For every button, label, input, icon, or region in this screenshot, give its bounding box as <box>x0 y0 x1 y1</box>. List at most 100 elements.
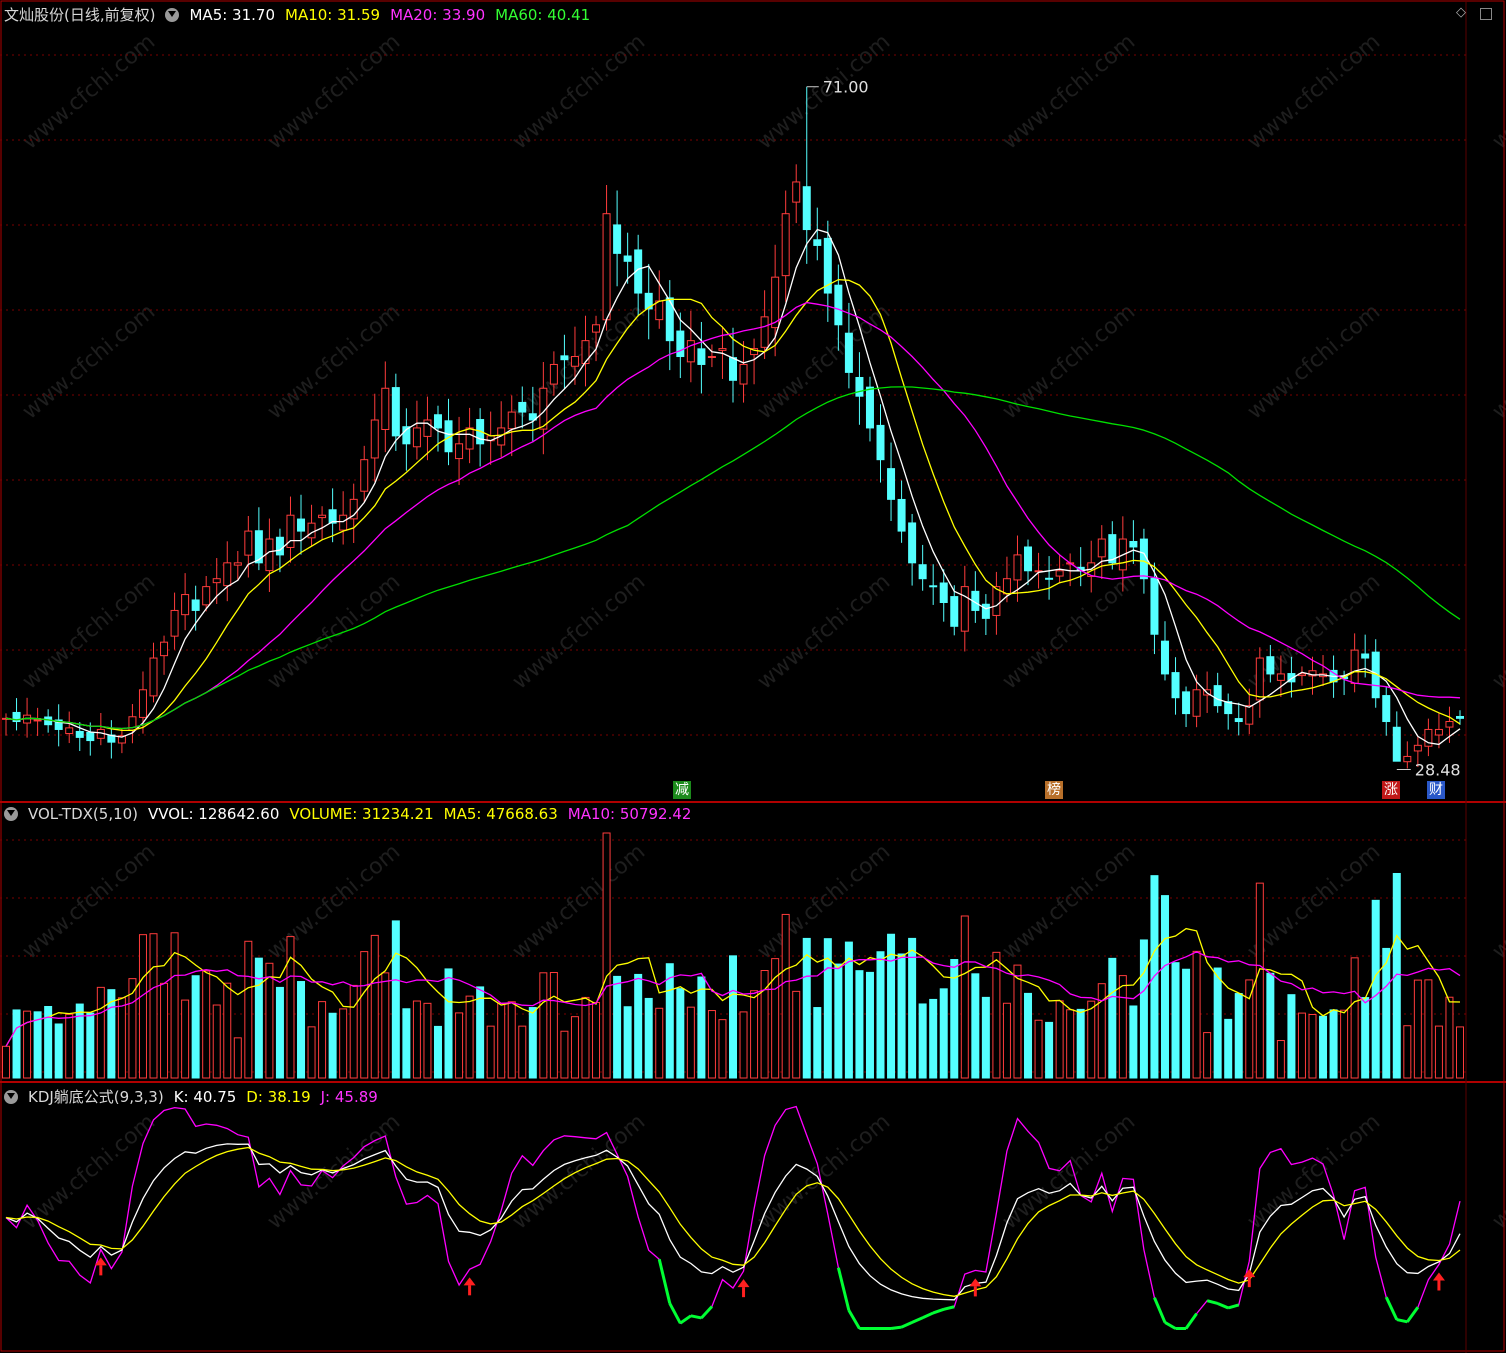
volume-bar <box>771 958 780 1079</box>
volume-bar <box>971 973 980 1079</box>
dropdown-icon[interactable] <box>4 1090 18 1104</box>
volume-bar <box>1403 1025 1412 1079</box>
candle-body <box>212 578 221 584</box>
volume-bar <box>265 962 274 1079</box>
candle-body <box>1182 691 1191 715</box>
tag-bang[interactable]: 榜 <box>1045 781 1063 799</box>
maximize-icon[interactable] <box>1480 8 1492 20</box>
volume-bar <box>802 937 811 1079</box>
watermark-text: www.cfchi.com <box>998 1109 1140 1234</box>
vvol-label: VVOL: 128642.60 <box>148 805 280 823</box>
candle-body <box>65 727 74 735</box>
diamond-icon[interactable]: ◇ <box>1456 5 1466 20</box>
volume-bar <box>44 1005 53 1079</box>
volume-bar <box>697 976 706 1079</box>
candle-body <box>676 330 685 358</box>
candle-body <box>1108 534 1117 564</box>
volume-ma10-line <box>5 951 1461 1047</box>
watermark-text: www.cfchi.com <box>998 299 1140 424</box>
volume-bar <box>813 1007 822 1079</box>
kdj-bottom-segment <box>1206 1299 1219 1305</box>
kdj-k-line <box>5 1143 1461 1301</box>
buy-arrow-icon <box>737 1279 750 1288</box>
buy-arrow-icon <box>463 1277 476 1286</box>
volume-bar <box>181 999 190 1079</box>
dropdown-icon[interactable] <box>165 8 180 22</box>
candle-body <box>823 237 832 294</box>
volume-bar <box>539 972 548 1079</box>
tag-cai[interactable]: 财 <box>1427 781 1445 799</box>
candle-body <box>349 498 358 520</box>
watermark-text: www.cfchi.com <box>998 839 1140 964</box>
volume-bar <box>1139 939 1148 1079</box>
candle-body <box>181 594 190 616</box>
candle-body <box>623 255 632 262</box>
buy-arrow-icon <box>1243 1269 1256 1278</box>
volume-bar <box>33 1011 42 1079</box>
candle-body <box>1403 755 1412 763</box>
candle-body <box>929 585 938 588</box>
candle-body <box>876 424 885 461</box>
volume-bar <box>233 1037 242 1079</box>
candle-body <box>613 224 622 254</box>
candle-body <box>581 340 590 365</box>
volume-bar <box>729 955 737 1079</box>
watermark-text: www.cfchi.com <box>18 29 160 154</box>
volume-bar <box>855 970 864 1079</box>
candle-body <box>707 356 716 359</box>
volume-bar <box>170 932 179 1079</box>
ma10-line <box>5 278 1461 732</box>
candle-body <box>391 387 400 437</box>
candle-body <box>265 538 274 572</box>
volume-bar <box>1182 968 1191 1079</box>
volume-bar <box>202 970 211 1079</box>
candle-body <box>1213 685 1222 707</box>
candle-body <box>1224 701 1233 715</box>
candle-body <box>33 719 42 722</box>
volume-bar <box>707 1010 716 1079</box>
volume-bar <box>1129 1005 1138 1079</box>
volume-bar <box>1308 1013 1317 1079</box>
volume-bar <box>876 951 885 1079</box>
volume-bar <box>665 963 674 1079</box>
tag-jian[interactable]: 减 <box>673 781 691 799</box>
watermark-text: www.cfchi.com <box>1488 839 1506 964</box>
candle-body <box>1382 695 1391 723</box>
tag-zhang[interactable]: 涨 <box>1382 781 1400 799</box>
volume-bar <box>950 959 959 1079</box>
candle-body <box>170 609 179 637</box>
volume-bar <box>1234 993 1243 1079</box>
volume-bar <box>117 997 126 1079</box>
candle-body <box>1350 649 1359 684</box>
watermark-text: www.cfchi.com <box>508 29 650 154</box>
candle-body <box>339 514 348 531</box>
kdj-d-line <box>5 1146 1461 1297</box>
ma20-line <box>5 301 1461 730</box>
candle-body <box>887 468 896 500</box>
volume-bar <box>254 957 263 1079</box>
volume-bar <box>823 938 832 1079</box>
candle-body <box>960 586 969 632</box>
ma5-label: MA5: 31.70 <box>189 6 275 24</box>
candle-body <box>297 518 306 532</box>
volume-bar <box>581 996 590 1079</box>
candle-body <box>792 181 801 203</box>
volume-bar <box>497 1002 506 1079</box>
kdj-bottom-segment <box>836 1267 851 1311</box>
volume-bar <box>54 1023 63 1079</box>
volume-bar <box>1171 962 1180 1079</box>
kdj-bottom-segment <box>1164 1321 1177 1330</box>
volume-bar <box>286 936 295 1079</box>
ma60-label: MA60: 40.41 <box>495 6 591 24</box>
candle-body <box>1308 670 1317 677</box>
ma5-line <box>5 228 1461 746</box>
candle-body <box>897 498 906 532</box>
candle-body <box>1276 673 1285 681</box>
main-panel-header: 文灿股份(日线,前复权) MA5: 31.70 MA10: 31.59 MA20: 3… <box>4 4 600 25</box>
volume-bar <box>1013 964 1022 1079</box>
stock-title[interactable]: 文灿股份(日线,前复权) <box>4 6 156 24</box>
dropdown-icon[interactable] <box>4 807 18 821</box>
candle-body <box>950 596 959 627</box>
